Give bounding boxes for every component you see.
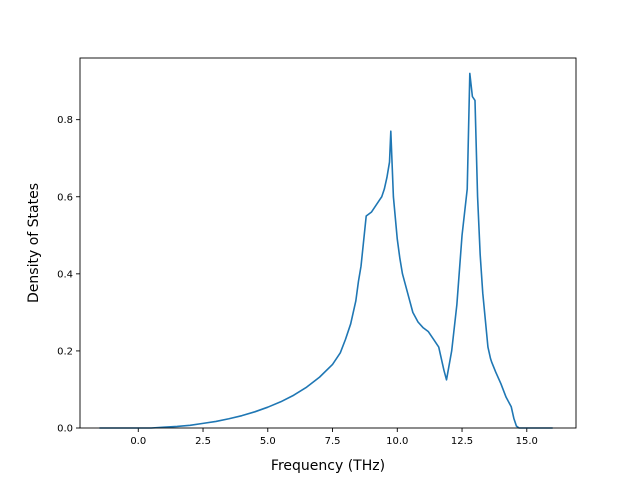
y-axis-label: Density of States: [26, 183, 42, 303]
x-tick-label: 0.0: [130, 436, 146, 447]
x-tick-label: 7.5: [325, 436, 341, 447]
y-tick-label: 0.6: [57, 192, 73, 203]
dos-series-line: [99, 72, 553, 429]
y-tick-label: 0.4: [57, 269, 73, 280]
x-tick-label: 2.5: [195, 436, 211, 447]
plot-frame: [79, 57, 577, 429]
x-tick-label: 5.0: [260, 436, 276, 447]
x-tick-label: 15.0: [516, 436, 538, 447]
x-axis-label: Frequency (THz): [271, 458, 385, 474]
y-tick-label: 0.0: [57, 424, 73, 435]
x-tick-label: 10.0: [386, 436, 408, 447]
plot-background: [80, 58, 576, 428]
x-tick-label: 12.5: [451, 436, 473, 447]
axis-ticks: 0.0 2.5 5.0 7.5 10.0 12.5 15.0 0.0 0.2 0.4 0.6 0.8: [57, 115, 538, 447]
y-tick-label: 0.2: [57, 346, 73, 357]
y-tick-label: 0.8: [57, 115, 73, 126]
